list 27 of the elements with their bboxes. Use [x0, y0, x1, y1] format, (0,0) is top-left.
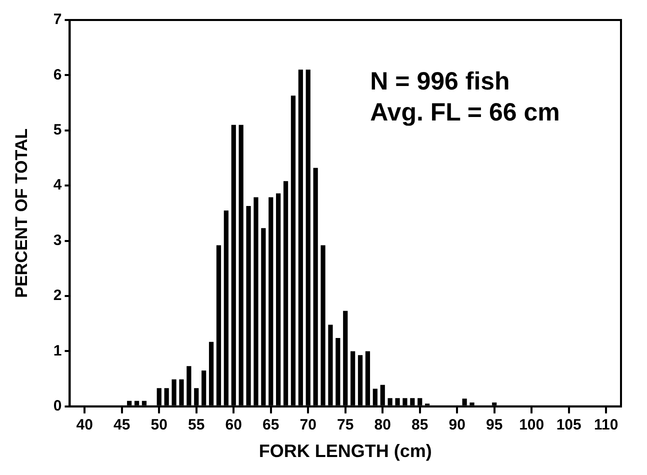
y-tick-label: 1	[53, 342, 62, 360]
y-tick-label: 7	[53, 11, 62, 28]
x-tick-label: 105	[556, 416, 582, 434]
x-tick-label: 80	[374, 416, 391, 434]
x-tick-label: 85	[412, 416, 428, 434]
x-tick-label: 50	[150, 416, 168, 434]
y-tick-label: 4	[53, 176, 62, 194]
annotation: Avg. FL = 66 cm	[370, 98, 560, 126]
y-tick-label: 6	[53, 66, 62, 84]
x-tick-label: 95	[486, 416, 503, 434]
x-tick-label: 100	[519, 416, 544, 434]
annotation: N = 996 fish	[370, 67, 510, 96]
y-tick-label: 2	[53, 287, 62, 304]
x-tick-label: 60	[225, 416, 242, 434]
x-tick-label: 110	[594, 416, 618, 434]
x-tick-label: 75	[337, 416, 354, 434]
x-tick-label: 90	[448, 416, 466, 434]
x-axis-title: FORK LENGTH (cm)	[258, 441, 432, 462]
y-tick-label: 0	[53, 398, 62, 415]
y-tick-label: 5	[53, 122, 62, 139]
x-tick-label: 40	[76, 416, 93, 434]
x-tick-label: 55	[188, 416, 205, 434]
x-tick-label: 70	[300, 416, 316, 434]
y-tick-label: 3	[53, 232, 62, 249]
x-tick-label: 45	[114, 416, 130, 434]
x-tick-label: 65	[262, 416, 280, 434]
y-axis-title: PERCENT OF TOTAL	[12, 128, 31, 298]
